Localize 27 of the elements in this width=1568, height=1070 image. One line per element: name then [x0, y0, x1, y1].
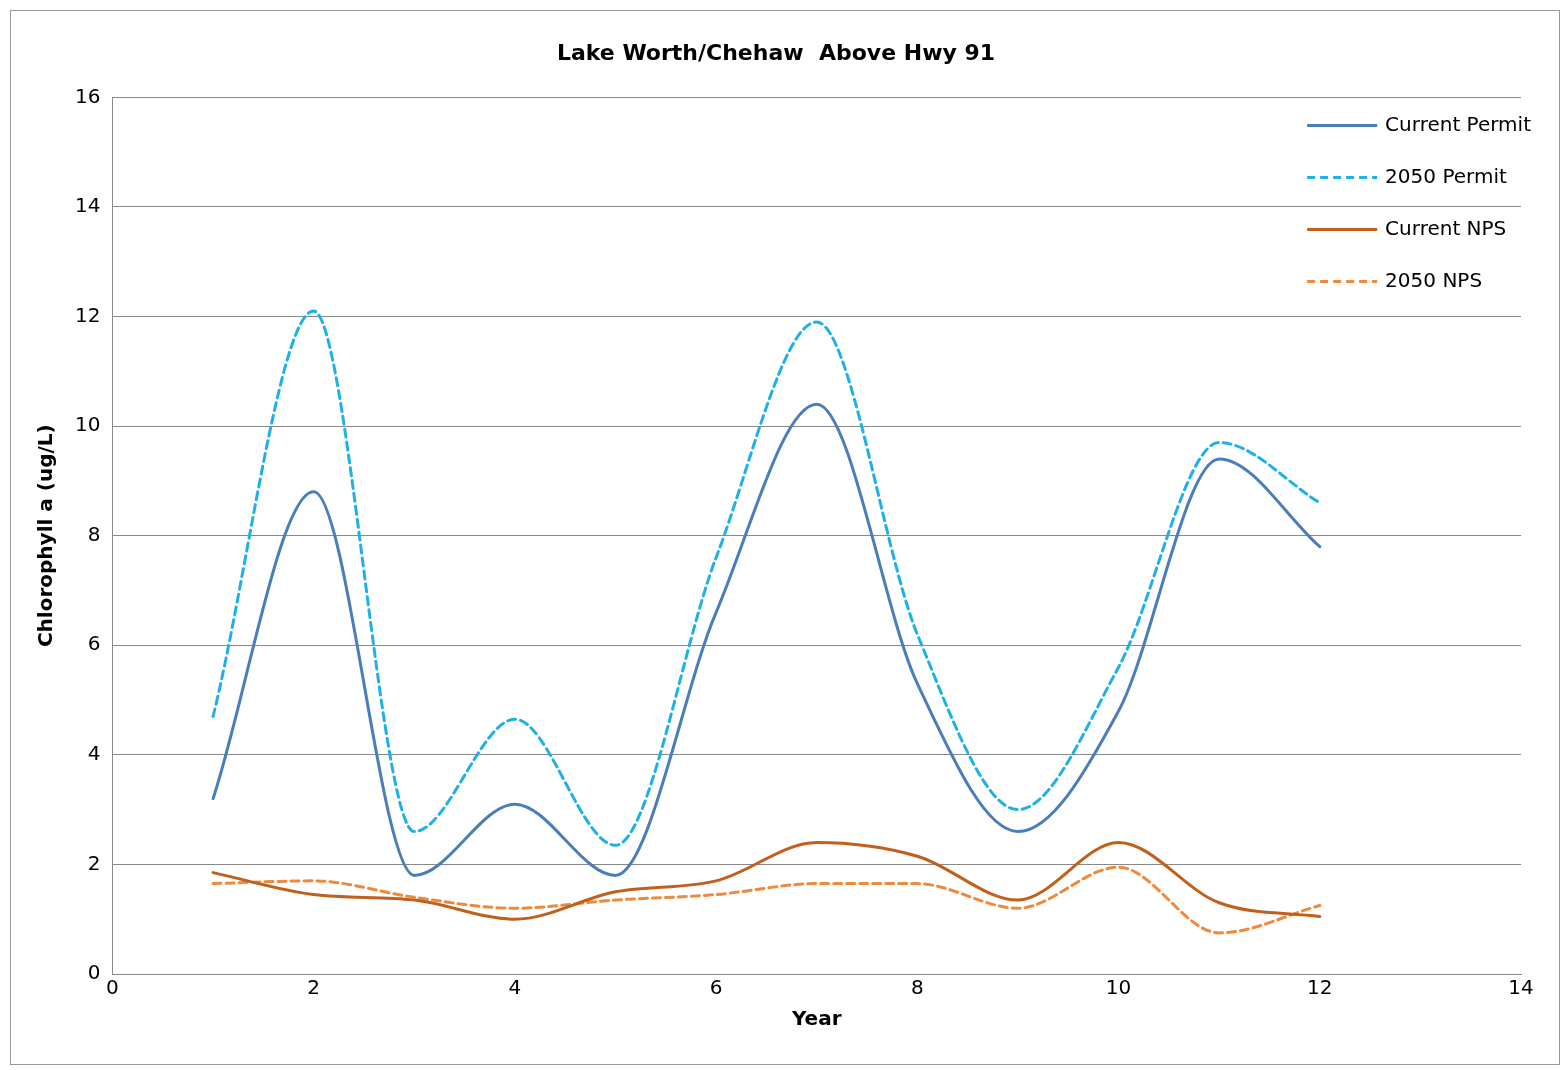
legend-label: 2050 NPS	[1385, 267, 1483, 292]
legend-label: Current NPS	[1385, 215, 1507, 240]
y-tick-label: 2	[87, 850, 101, 875]
x-axis-title: Year	[790, 1006, 842, 1031]
x-tick-label: 0	[106, 975, 119, 1000]
line-series	[211, 865, 1322, 935]
x-tick-label: 2	[307, 975, 321, 1000]
x-tick-label: 14	[1508, 975, 1534, 1000]
x-tick-label: 8	[910, 975, 924, 1000]
x-tick-label: 4	[508, 975, 522, 1000]
y-tick-label: 6	[87, 631, 101, 656]
x-tick-label: 6	[709, 975, 723, 1000]
y-tick-label: 8	[87, 521, 101, 546]
y-axis-title: Chlorophyll a (ug/L)	[33, 424, 58, 648]
y-tick-label: 14	[75, 193, 101, 218]
y-tick-label: 12	[75, 302, 101, 327]
y-tick-label: 4	[87, 741, 101, 766]
x-tick-label: 12	[1307, 975, 1333, 1000]
legend-label: 2050 Permit	[1385, 163, 1507, 188]
line-series	[211, 841, 1322, 921]
y-tick-label: 10	[75, 412, 101, 437]
line-series	[211, 402, 1322, 877]
line-series	[211, 309, 1322, 847]
x-tick-label: 10	[1105, 975, 1132, 1000]
chart-title: Lake Worth/Chehaw Above Hwy 91	[556, 39, 996, 65]
legend-label: Current Permit	[1385, 111, 1532, 136]
y-tick-label: 16	[75, 83, 101, 108]
